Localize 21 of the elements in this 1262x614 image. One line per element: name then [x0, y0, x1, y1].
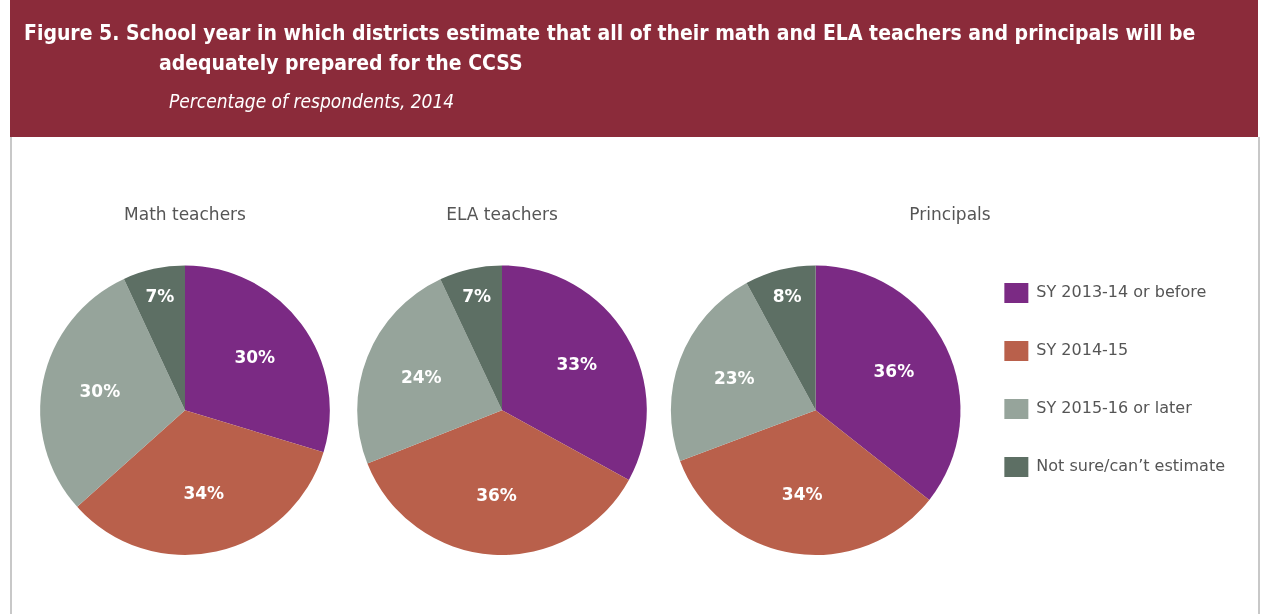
data-label: 30% [79, 381, 121, 402]
data-label: 34% [183, 483, 225, 504]
legend-label: SY 2013-14 or before [1036, 282, 1207, 302]
data-label: 34% [781, 484, 823, 505]
chart-title: Principals [909, 203, 991, 224]
data-label: 7% [462, 285, 492, 306]
data-label: 8% [772, 286, 802, 307]
text: Figure 5. School year in which districts estimate that all of their math and ELA teachers and principals will be adequately prepared for the CCSS [24, 20, 1197, 77]
legend-label: SY 2014-15 [1036, 340, 1129, 360]
data-label: 7% [145, 285, 175, 306]
data-label: 24% [400, 366, 442, 387]
legend-label: SY 2015-16 or later [1036, 398, 1193, 418]
legend-label: Not sure/can’t estimate [1036, 456, 1226, 476]
data-label: 33% [556, 354, 598, 375]
data-label: 23% [713, 368, 755, 389]
data-label: 36% [476, 485, 517, 506]
data-label: 36% [873, 360, 915, 381]
text: Percentage of respondents, 2014 [169, 90, 455, 112]
chart-title: ELA teachers [446, 203, 558, 224]
data-label: 30% [234, 346, 276, 367]
chart-title: Math teachers [124, 203, 247, 224]
